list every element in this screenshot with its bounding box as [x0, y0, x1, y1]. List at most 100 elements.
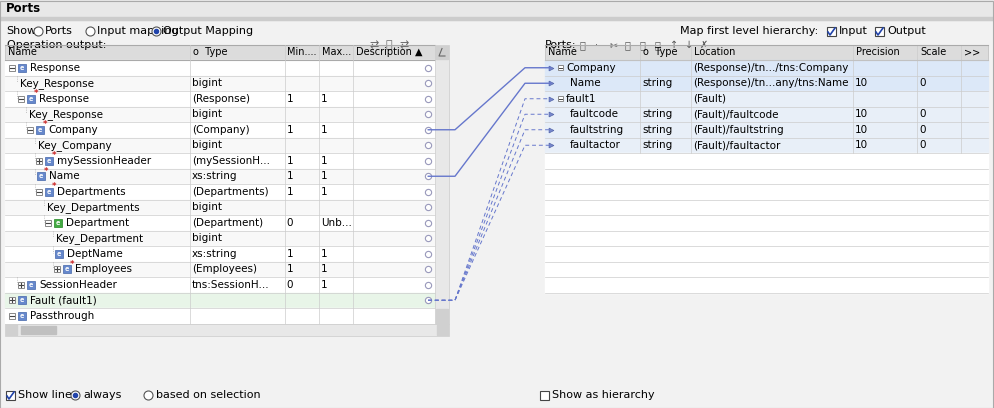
Text: 🗑: 🗑: [655, 40, 661, 50]
Text: 1: 1: [286, 171, 293, 181]
Bar: [36, 158, 42, 164]
Text: 1: 1: [286, 94, 293, 104]
Text: *: *: [52, 182, 57, 191]
Text: *: *: [70, 260, 75, 269]
Bar: [27, 127, 33, 133]
Text: Name: Name: [8, 47, 37, 57]
Bar: [545, 246, 988, 262]
Bar: [5, 122, 435, 137]
Bar: [827, 27, 836, 36]
Text: bigint: bigint: [192, 109, 222, 119]
Text: 1: 1: [286, 249, 293, 259]
Text: faultstring: faultstring: [570, 125, 624, 135]
Bar: [27, 281, 35, 289]
Text: Show as hierarchy: Show as hierarchy: [552, 390, 655, 400]
Text: Output: Output: [887, 26, 925, 36]
Text: >>: >>: [964, 47, 981, 57]
Text: Ports: Ports: [45, 26, 73, 36]
Bar: [21, 326, 56, 333]
Text: e: e: [20, 297, 24, 303]
Text: 10: 10: [855, 109, 868, 119]
Bar: [5, 106, 435, 122]
Bar: [540, 391, 549, 400]
Bar: [0, 17, 994, 20]
Text: (Fault): (Fault): [693, 94, 727, 104]
Text: ✂: ✂: [610, 40, 618, 50]
Bar: [5, 200, 435, 215]
Text: 0: 0: [286, 280, 293, 290]
Text: bigint: bigint: [192, 78, 222, 88]
Bar: [36, 189, 42, 195]
Text: Map first level hierarchy:: Map first level hierarchy:: [680, 26, 818, 36]
Bar: [545, 262, 988, 277]
Text: (Department): (Department): [192, 218, 263, 228]
Bar: [545, 184, 988, 200]
Text: Show lines:: Show lines:: [18, 390, 82, 400]
Bar: [5, 277, 435, 293]
Bar: [5, 153, 435, 169]
Text: Department: Department: [66, 218, 129, 228]
Bar: [18, 282, 24, 288]
Text: SessionHeader: SessionHeader: [39, 280, 117, 290]
Text: ⇄: ⇄: [370, 40, 380, 50]
Bar: [9, 65, 15, 71]
Text: (Employees): (Employees): [192, 264, 256, 274]
Text: e: e: [65, 266, 70, 272]
Text: o  Type: o Type: [193, 47, 228, 57]
Text: e: e: [39, 173, 43, 179]
Bar: [5, 75, 435, 91]
Text: Output Mapping: Output Mapping: [163, 26, 253, 36]
Bar: [45, 188, 53, 196]
Text: (Response)/tn.../tns:Company: (Response)/tn.../tns:Company: [693, 63, 849, 73]
Text: 0: 0: [919, 125, 925, 135]
Text: e: e: [20, 313, 24, 319]
Bar: [5, 308, 435, 324]
Text: DeptName: DeptName: [67, 249, 122, 259]
Bar: [545, 60, 988, 75]
Text: (Fault)/faultstring: (Fault)/faultstring: [693, 125, 784, 135]
Text: Fault (fault1): Fault (fault1): [30, 295, 96, 305]
Text: string: string: [642, 140, 673, 150]
Bar: [5, 91, 435, 106]
Bar: [18, 296, 26, 304]
Bar: [5, 293, 435, 308]
Bar: [436, 309, 448, 322]
Text: 1: 1: [286, 264, 293, 274]
Text: Max...: Max...: [322, 47, 351, 57]
Text: (Response): (Response): [192, 94, 249, 104]
Text: 10: 10: [855, 125, 868, 135]
Bar: [436, 46, 448, 59]
Bar: [558, 65, 563, 70]
Text: e: e: [38, 127, 42, 133]
Text: Ports: Ports: [6, 2, 41, 16]
Text: ·: ·: [595, 40, 598, 50]
Text: 1: 1: [321, 249, 328, 259]
Text: tns:SessionH...: tns:SessionH...: [192, 280, 269, 290]
Text: 10: 10: [855, 140, 868, 150]
Text: faultcode: faultcode: [570, 109, 619, 119]
Text: 0: 0: [286, 218, 293, 228]
Bar: [5, 169, 435, 184]
Bar: [63, 265, 71, 273]
Text: ⎗: ⎗: [640, 40, 646, 50]
Text: e: e: [29, 96, 33, 102]
Text: 1: 1: [321, 125, 328, 135]
Text: Show:: Show:: [6, 26, 39, 36]
Text: ⎘: ⎘: [625, 40, 631, 50]
Text: Precision: Precision: [856, 47, 900, 57]
Bar: [5, 60, 435, 75]
Text: *: *: [52, 151, 57, 160]
Text: Scale: Scale: [920, 47, 946, 57]
Bar: [437, 324, 448, 335]
Bar: [9, 297, 15, 303]
Bar: [545, 137, 988, 153]
Bar: [545, 122, 988, 137]
Text: Employees: Employees: [75, 264, 132, 274]
Bar: [18, 64, 26, 72]
Text: 1: 1: [286, 187, 293, 197]
Bar: [0, 0, 994, 17]
Text: *: *: [34, 89, 38, 98]
Text: o  Type: o Type: [643, 47, 678, 57]
Bar: [545, 153, 988, 169]
Text: (Fault)/faultcode: (Fault)/faultcode: [693, 109, 778, 119]
